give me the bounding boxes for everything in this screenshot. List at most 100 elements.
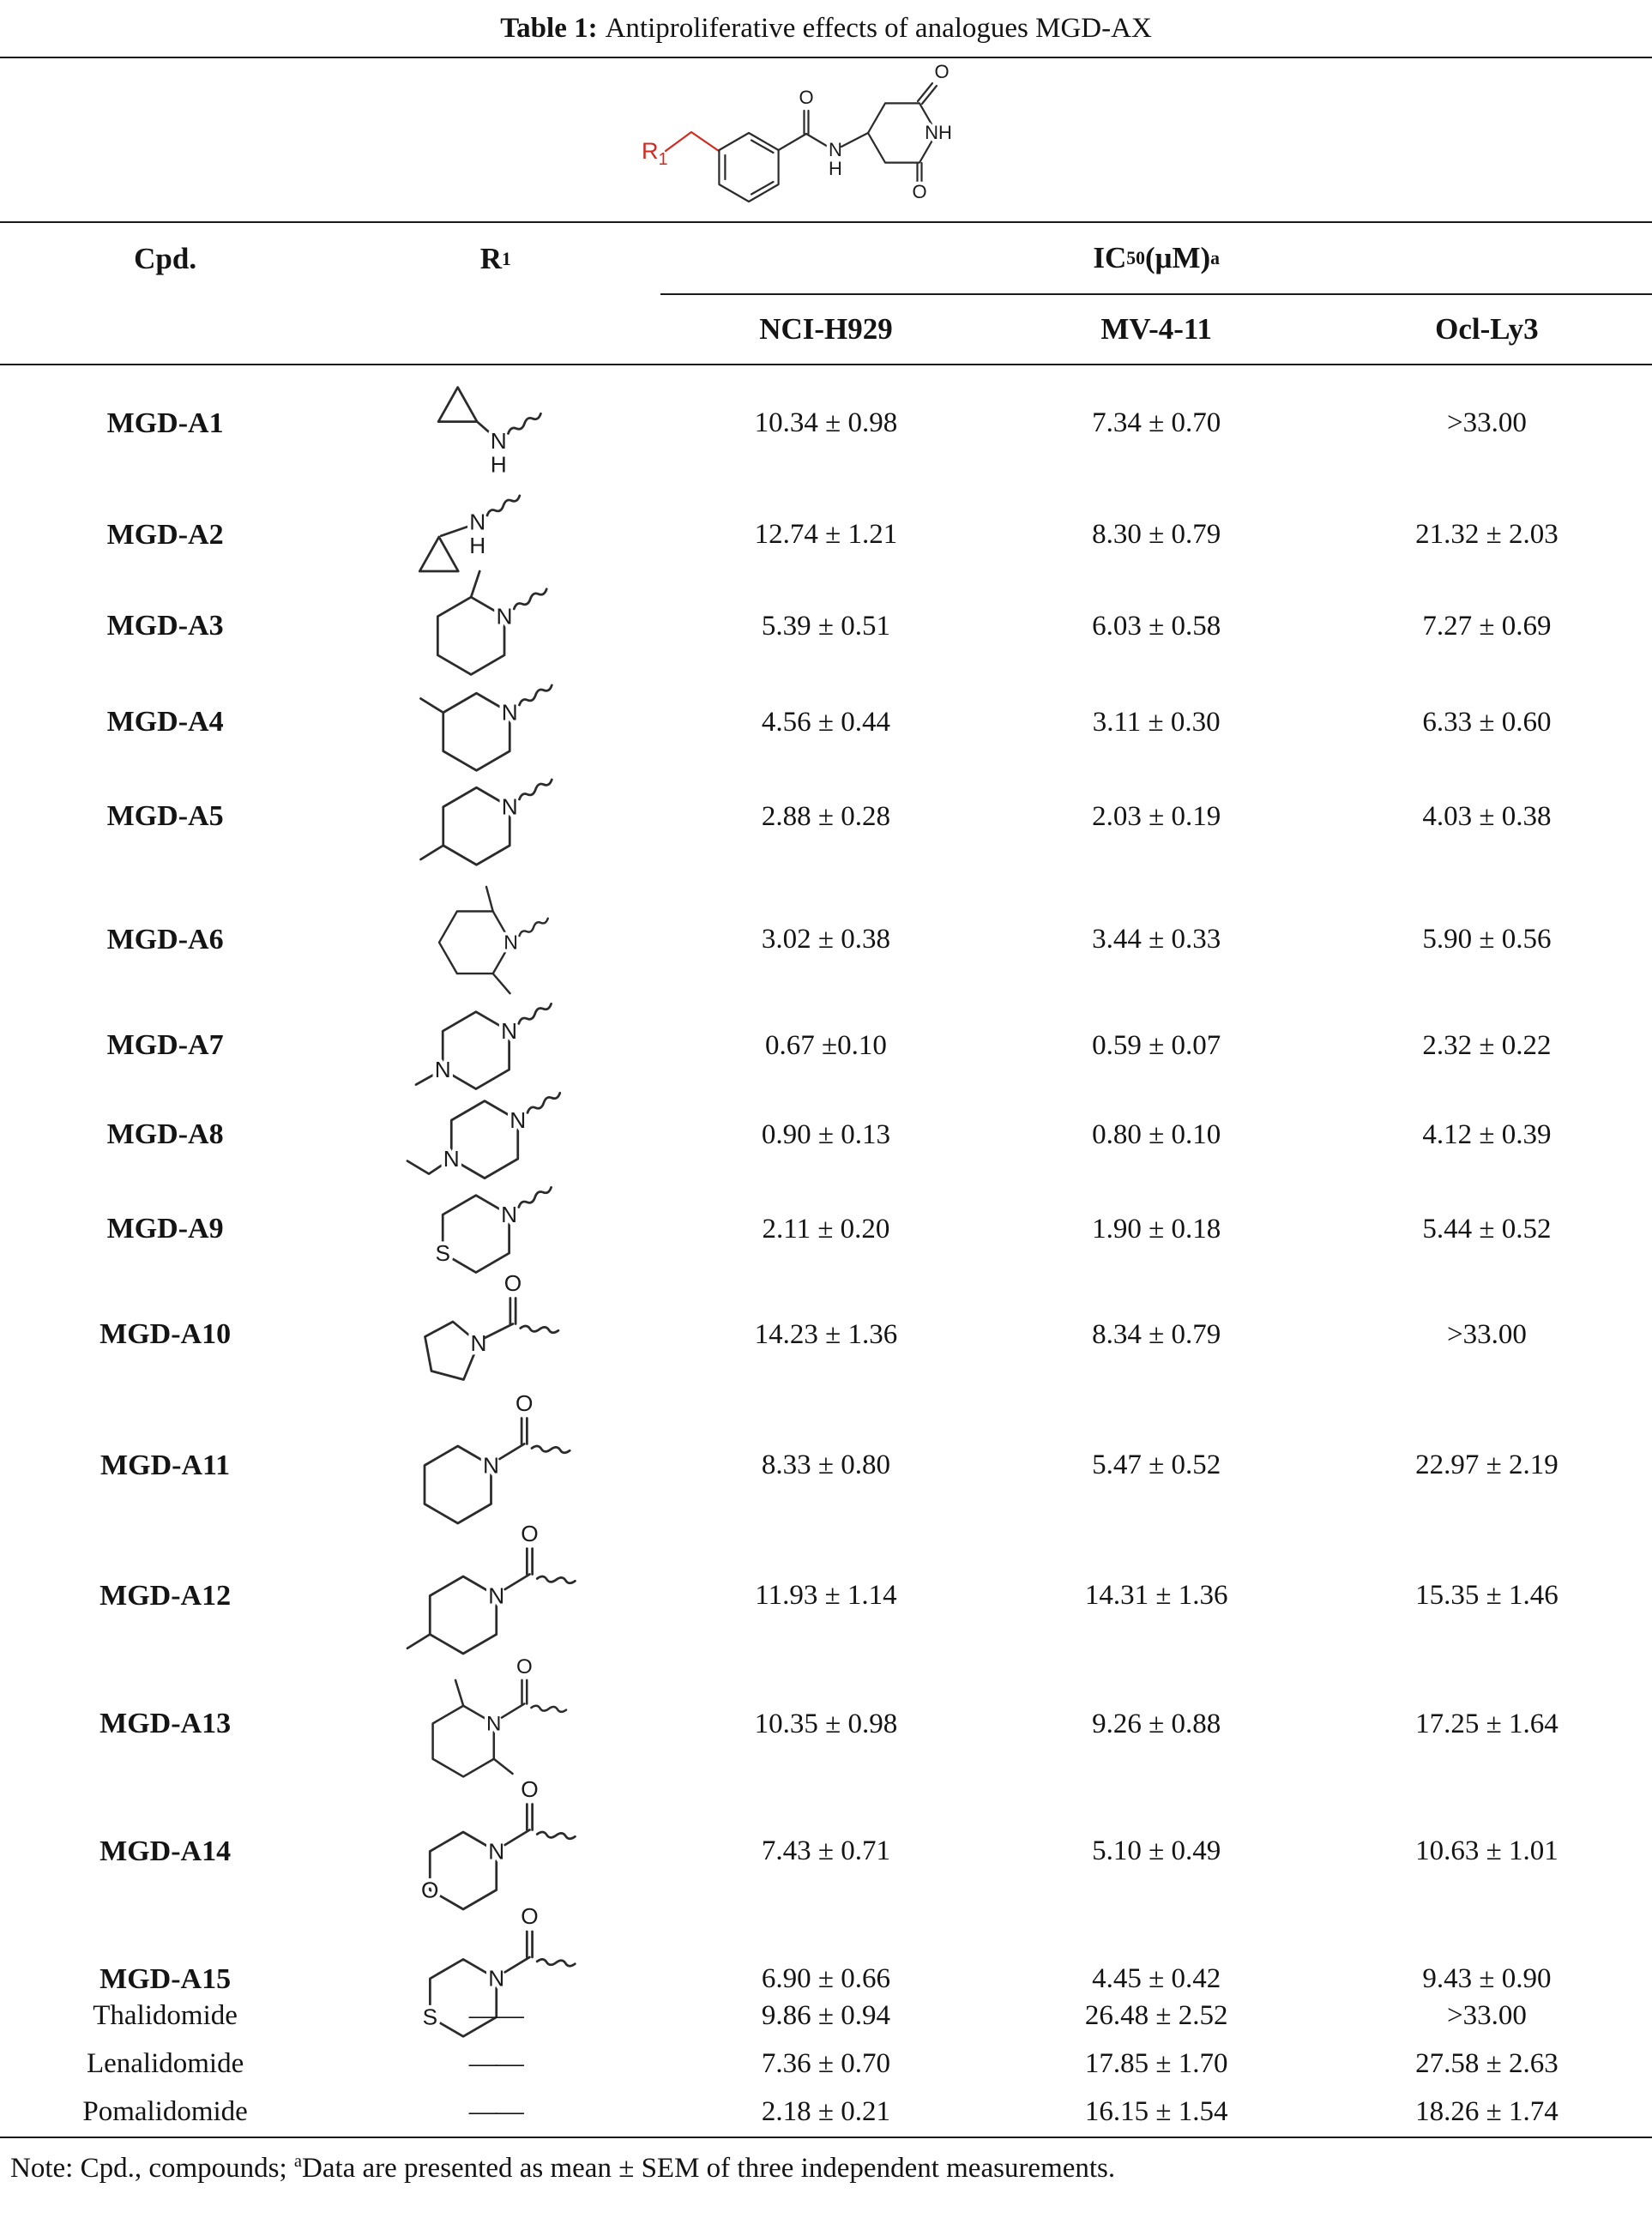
- svg-text:O: O: [522, 1776, 539, 1802]
- compound-name: MGD-A8: [106, 1118, 224, 1150]
- column-header-ic50: IC 50 (μM) a: [660, 223, 1652, 295]
- table-title-label: Table 1:: [500, 12, 598, 44]
- ic50-value: 3.02 ± 0.38: [761, 924, 891, 955]
- r1-structure-2-6-dimethylpiperidinyl: N: [330, 869, 660, 1010]
- table-row: MGD-A7 N N 0.67 ±0.10 0.59 ± 0.07 2.32 ±…: [0, 984, 1652, 1090]
- atom-n-label: N: [829, 139, 842, 160]
- compound-name: MGD-A7: [106, 1029, 224, 1061]
- r1-structure-pyrrolidine-1-carbonyl: N O: [330, 1266, 660, 1399]
- compound-name: Pomalidomide: [82, 2095, 248, 2127]
- ic50-value: 9.26 ± 0.88: [1092, 1708, 1221, 1739]
- glutarimide-ring: [866, 102, 938, 164]
- table-row: MGD-A9 N S 2.11 ± 0.20 1.90 ± 0.18 5.44 …: [0, 1167, 1652, 1274]
- svg-text:N: N: [491, 428, 507, 454]
- r1-structure-piperidine-1-carbonyl: N O: [330, 1386, 660, 1540]
- svg-text:O: O: [522, 1521, 539, 1546]
- svg-text:N: N: [496, 603, 512, 629]
- ic50-value: 7.36 ± 0.70: [761, 2047, 891, 2079]
- svg-text:O: O: [421, 1877, 438, 1902]
- footnote-text: Data are presented as mean ± SEM of thre…: [301, 2153, 1116, 2184]
- core-scaffold-structure: R1 O N H NH O O: [642, 57, 956, 206]
- compound-name: MGD-A2: [106, 518, 224, 551]
- ic50-value: 2.18 ± 0.21: [761, 2095, 891, 2127]
- svg-text:N: N: [486, 1712, 501, 1735]
- table-row: MGD-A1 N H 10.34 ± 0.98 7.34 ± 0.70 >33.…: [0, 365, 1652, 481]
- table-row: MGD-A10 N O 14.23 ± 1.36 8.34 ± 0.79 >33…: [0, 1266, 1652, 1390]
- r1-structure-morpholine-4-carbonyl: N O O: [330, 1772, 660, 1926]
- compound-name: MGD-A4: [106, 706, 224, 738]
- ic50-value: 6.03 ± 0.58: [1092, 610, 1221, 642]
- ic50-value: 2.11 ± 0.20: [762, 1213, 890, 1245]
- svg-text:N: N: [489, 1966, 505, 1992]
- column-header-cpd: Cpd.: [134, 242, 197, 275]
- table-row: MGD-A5 N 2.88 ± 0.28 2.03 ± 0.19 4.03 ± …: [0, 757, 1652, 869]
- ic50-value: 6.90 ± 0.66: [761, 1963, 891, 1994]
- ic50-value: 4.45 ± 0.42: [1092, 1963, 1221, 1994]
- compound-name: MGD-A3: [106, 610, 224, 642]
- ic50-value: 3.11 ± 0.30: [1092, 706, 1221, 738]
- table-body: MGD-A1 N H 10.34 ± 0.98 7.34 ± 0.70 >33.…: [0, 365, 1652, 2138]
- column-header-ocl-ly3: Ocl-Ly3: [1435, 312, 1539, 346]
- svg-text:H: H: [469, 533, 485, 558]
- table-title-text: Antiproliferative effects of analogues M…: [605, 12, 1152, 44]
- ic50-value: >33.00: [1446, 1999, 1527, 2031]
- ic50-value: 4.03 ± 0.38: [1422, 800, 1552, 832]
- ic50-value: 2.88 ± 0.28: [761, 800, 891, 832]
- ic50-value: 7.43 ± 0.71: [761, 1835, 891, 1866]
- svg-text:S: S: [435, 1240, 449, 1266]
- atom-h-label: H: [829, 158, 842, 179]
- compound-name: MGD-A13: [99, 1708, 232, 1739]
- atom-o-label: O: [934, 61, 949, 82]
- ic50-value: 26.48 ± 2.52: [1084, 1999, 1228, 2031]
- svg-text:S: S: [423, 2004, 437, 2030]
- compound-name: MGD-A6: [106, 923, 224, 955]
- svg-text:O: O: [516, 1655, 533, 1679]
- svg-text:N: N: [502, 794, 518, 820]
- svg-text:N: N: [443, 1146, 460, 1172]
- table-row: MGD-A15 N S O 6.90 ± 0.66 4.45 ± 0.42 9.…: [0, 1900, 1652, 2038]
- column-header-nci-h929: NCI-H929: [759, 312, 893, 346]
- ic50-value: 14.31 ± 1.36: [1084, 1580, 1228, 1611]
- ic50-value: 27.58 ± 2.63: [1415, 2047, 1559, 2079]
- ic50-value: 7.27 ± 0.69: [1422, 610, 1552, 642]
- ic50-value: 5.10 ± 0.49: [1092, 1835, 1221, 1866]
- ic50-value: 9.86 ± 0.94: [761, 1999, 891, 2031]
- ic50-value: 6.33 ± 0.60: [1422, 706, 1552, 738]
- r1-structure-thiomorpholine-4-carbonyl: N S O: [330, 1900, 660, 2057]
- ic50-value: 18.26 ± 1.74: [1415, 2095, 1559, 2127]
- compound-name: MGD-A9: [106, 1213, 224, 1245]
- r1-structure-4-ethylpiperazinyl: N N: [330, 1073, 660, 1196]
- ic50-value: 22.97 ± 2.19: [1415, 1450, 1559, 1480]
- svg-text:O: O: [522, 1903, 539, 1929]
- table-row: Lenalidomide —— 7.36 ± 0.70 17.85 ± 1.70…: [0, 2040, 1652, 2087]
- svg-text:N: N: [510, 1107, 527, 1133]
- column-header-mv-4-11: MV-4-11: [1100, 312, 1212, 346]
- footnote-superscript: a: [293, 2152, 302, 2171]
- r1-structure-cyclopropylamino: N H: [330, 365, 660, 481]
- ic50-value: 0.67 ±0.10: [765, 1029, 887, 1061]
- svg-text:N: N: [489, 1838, 505, 1864]
- ic50-value: 5.90 ± 0.56: [1422, 924, 1552, 955]
- ic50-value: 0.59 ± 0.07: [1092, 1029, 1221, 1061]
- table-row: Pomalidomide —— 2.18 ± 0.21 16.15 ± 1.54…: [0, 2087, 1652, 2137]
- table-row: MGD-A4 N 4.56 ± 0.44 3.11 ± 0.30 6.33 ± …: [0, 663, 1652, 772]
- ic50-value: 21.32 ± 2.03: [1415, 519, 1559, 550]
- r1-structure-4-methylpiperidine-1-carbonyl: N O: [330, 1516, 660, 1671]
- r1-structure-thiomorpholinyl: N S: [330, 1167, 660, 1291]
- ic50-value: 10.34 ± 0.98: [754, 407, 898, 438]
- compound-name: MGD-A12: [99, 1579, 232, 1612]
- ic50-value: 5.47 ± 0.52: [1092, 1450, 1221, 1480]
- svg-text:N: N: [489, 1582, 505, 1608]
- r1-structure-cyclopropylmethylamino: N H: [330, 481, 660, 588]
- ic50-value: 10.35 ± 0.98: [754, 1708, 898, 1739]
- table-row: MGD-A13 N O 10.35 ± 0.98 9.26 ± 0.88 17.…: [0, 1648, 1652, 1778]
- ic50-value: 12.74 ± 1.21: [754, 519, 898, 550]
- table-row: MGD-A3 N 5.39 ± 0.51 6.03 ± 0.58 7.27 ± …: [0, 567, 1652, 676]
- svg-text:N: N: [435, 1057, 451, 1082]
- r1-structure-2-methylpiperidinyl: N: [330, 567, 660, 685]
- compound-name: Lenalidomide: [86, 2047, 244, 2079]
- r1-structure-2-6-dimethylpiperidine-1-carbonyl: N O: [330, 1648, 660, 1800]
- svg-text:O: O: [515, 1390, 533, 1416]
- ic50-value: 15.35 ± 1.46: [1415, 1580, 1559, 1611]
- r1-structure-4-methylpiperazinyl: N N: [330, 984, 660, 1107]
